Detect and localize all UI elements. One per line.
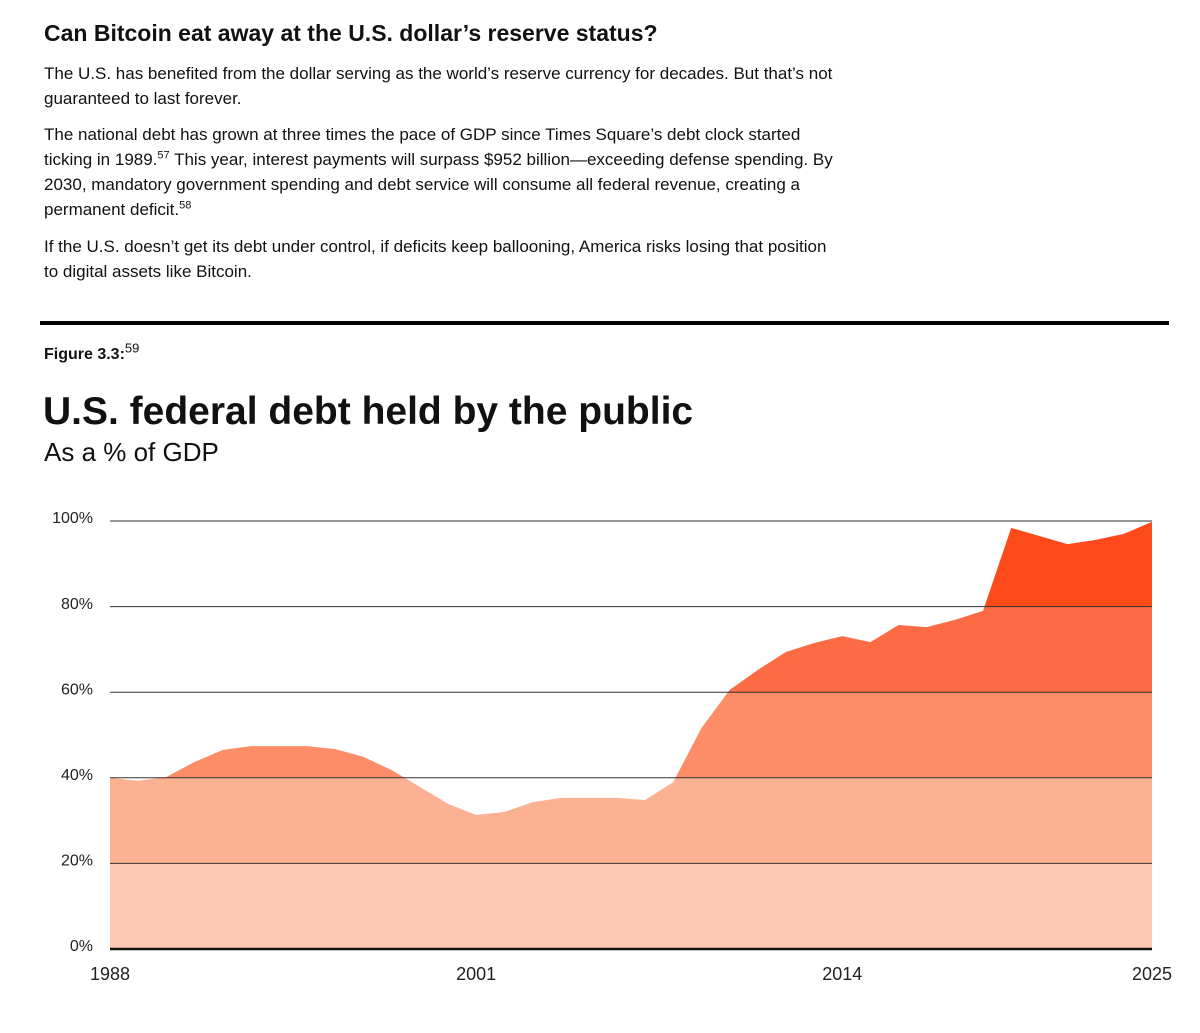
- y-tick-label: 0%: [70, 938, 93, 955]
- footnote-ref: 58: [179, 199, 192, 212]
- y-tick-label: 100%: [52, 510, 93, 527]
- paragraph: The U.S. has benefited from the dollar s…: [44, 61, 844, 111]
- chart-subtitle: As a % of GDP: [44, 437, 219, 467]
- text: This year, interest payments will surpas…: [44, 150, 833, 219]
- figure-number: Figure 3.3:: [44, 346, 125, 363]
- footnote-ref: 59: [124, 340, 140, 356]
- x-tick-label: 2001: [456, 964, 496, 984]
- footnote-ref: 57: [157, 149, 170, 162]
- paragraph: If the U.S. doesn’t get its debt under c…: [44, 234, 844, 284]
- x-tick-label: 2025: [1132, 964, 1172, 984]
- chart-title: U.S. federal debt held by the public: [43, 390, 694, 433]
- x-tick-label: 2014: [822, 964, 862, 984]
- y-tick-label: 80%: [61, 596, 93, 613]
- y-tick-label: 40%: [61, 767, 93, 784]
- heading: Can Bitcoin eat away at the U.S. dollar’…: [44, 20, 658, 46]
- divider: [40, 321, 1169, 325]
- text: The national debt has grown at three tim…: [44, 125, 801, 169]
- paragraph: The national debt has grown at three tim…: [44, 122, 844, 222]
- text: If the U.S. doesn’t get its debt under c…: [44, 237, 827, 281]
- y-tick-label: 60%: [61, 681, 93, 698]
- text: The U.S. has benefited from the dollar s…: [44, 64, 833, 108]
- x-tick-label: 1988: [90, 964, 130, 984]
- y-tick-label: 20%: [61, 853, 93, 870]
- area: [110, 521, 1152, 949]
- figure-label: Figure 3.3:59: [44, 342, 139, 364]
